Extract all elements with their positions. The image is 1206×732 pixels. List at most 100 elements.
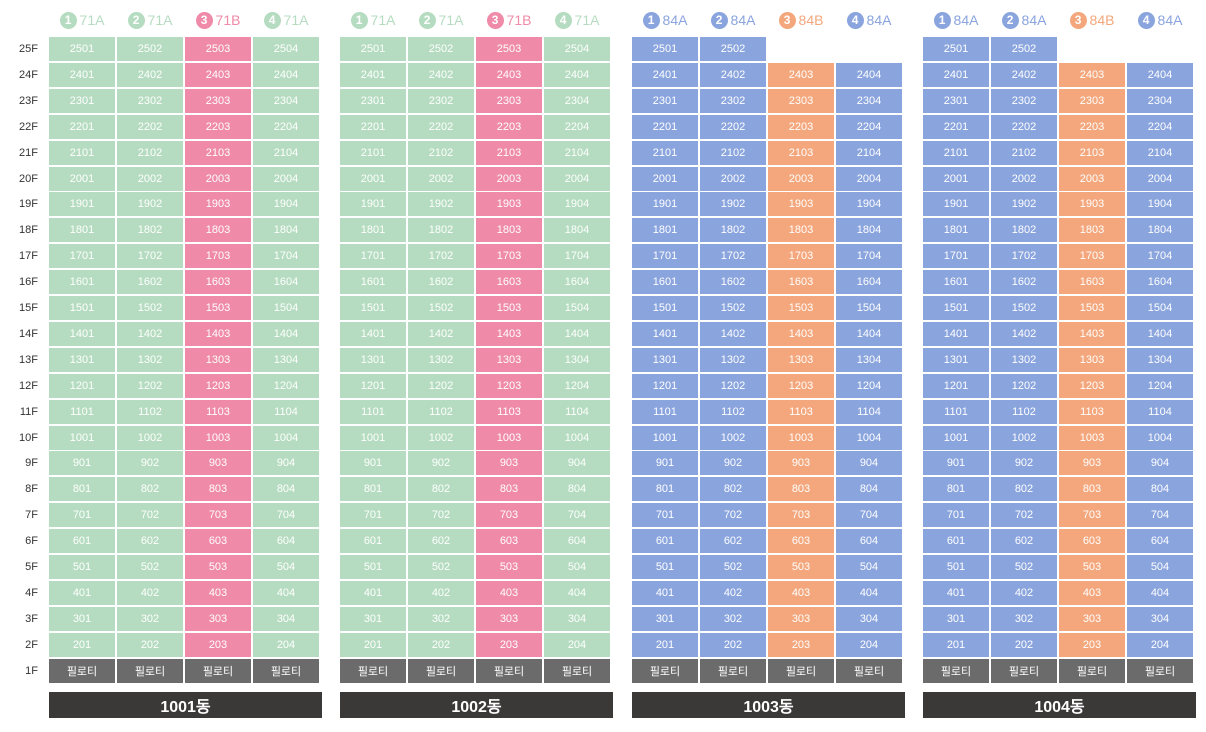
unit-cell[interactable]: 503	[1059, 555, 1125, 579]
unit-cell[interactable]: 504	[836, 555, 902, 579]
unit-cell[interactable]: 1502	[408, 296, 474, 320]
unit-cell[interactable]: 2502	[408, 37, 474, 61]
unit-cell[interactable]: 1902	[991, 192, 1057, 217]
unit-cell[interactable]: 2103	[185, 140, 251, 165]
unit-cell[interactable]: 804	[253, 477, 319, 502]
unit-cell[interactable]: 802	[117, 477, 183, 502]
unit-cell[interactable]: 2104	[1127, 140, 1193, 165]
unit-cell[interactable]: 703	[768, 503, 834, 528]
unit-cell[interactable]: 402	[991, 580, 1057, 605]
unit-cell[interactable]: 1103	[185, 399, 251, 424]
unit-cell[interactable]: 1204	[253, 373, 319, 398]
unit-cell[interactable]: 804	[1127, 477, 1193, 502]
unit-cell[interactable]: 1904	[836, 192, 902, 217]
unit-cell[interactable]: 602	[117, 529, 183, 554]
unit-cell[interactable]: 904	[1127, 451, 1193, 476]
unit-cell[interactable]: 204	[1127, 632, 1193, 657]
unit-cell[interactable]: 602	[700, 529, 766, 554]
unit-cell[interactable]: 2004	[836, 166, 902, 191]
unit-cell[interactable]: 1402	[700, 321, 766, 346]
unit-cell[interactable]: 1003	[476, 425, 542, 450]
unit-cell[interactable]: 1904	[253, 192, 319, 217]
unit-cell[interactable]: 504	[253, 555, 319, 579]
unit-cell[interactable]: 901	[340, 451, 406, 476]
unit-cell[interactable]: 702	[991, 503, 1057, 528]
unit-cell[interactable]: 1803	[1059, 218, 1125, 243]
unit-cell[interactable]: 701	[632, 503, 698, 528]
unit-cell[interactable]: 2403	[1059, 62, 1125, 87]
unit-cell[interactable]: 1002	[117, 425, 183, 450]
unit-cell[interactable]: 1401	[632, 321, 698, 346]
unit-cell[interactable]: 501	[632, 555, 698, 579]
unit-cell[interactable]: 2001	[340, 166, 406, 191]
unit-cell[interactable]: 2003	[1059, 166, 1125, 191]
unit-cell[interactable]: 1004	[544, 425, 610, 450]
unit-cell[interactable]: 2303	[476, 88, 542, 113]
unit-cell[interactable]: 1202	[117, 373, 183, 398]
unit-cell[interactable]: 1404	[836, 321, 902, 346]
unit-cell[interactable]: 2102	[700, 140, 766, 165]
unit-cell[interactable]: 704	[836, 503, 902, 528]
unit-cell[interactable]: 903	[476, 451, 542, 476]
unit-cell[interactable]: 1102	[991, 399, 1057, 424]
unit-cell[interactable]: 2302	[700, 88, 766, 113]
unit-cell[interactable]: 503	[476, 555, 542, 579]
unit-cell[interactable]: 2102	[991, 140, 1057, 165]
unit-cell[interactable]: 303	[185, 606, 251, 631]
unit-cell[interactable]: 2204	[253, 114, 319, 139]
unit-cell[interactable]: 904	[253, 451, 319, 476]
unit-cell[interactable]: 302	[408, 606, 474, 631]
unit-cell[interactable]: 2302	[117, 88, 183, 113]
unit-cell[interactable]: 1401	[923, 321, 989, 346]
unit-cell[interactable]: 502	[117, 555, 183, 579]
unit-cell[interactable]: 1302	[408, 347, 474, 372]
unit-cell[interactable]: 704	[253, 503, 319, 528]
unit-cell[interactable]: 1504	[544, 296, 610, 320]
unit-cell[interactable]: 1503	[768, 296, 834, 320]
unit-cell[interactable]: 303	[476, 606, 542, 631]
unit-cell[interactable]: 1601	[632, 270, 698, 295]
unit-cell[interactable]: 1103	[476, 399, 542, 424]
unit-cell[interactable]: 2201	[632, 114, 698, 139]
unit-cell[interactable]: 2301	[923, 88, 989, 113]
unit-cell[interactable]: 2302	[991, 88, 1057, 113]
unit-cell[interactable]: 1301	[632, 347, 698, 372]
unit-cell[interactable]: 1303	[185, 347, 251, 372]
unit-cell[interactable]: 1901	[923, 192, 989, 217]
unit-cell[interactable]: 2203	[1059, 114, 1125, 139]
unit-cell[interactable]: 904	[836, 451, 902, 476]
unit-cell[interactable]: 2403	[476, 62, 542, 87]
unit-cell[interactable]: 902	[408, 451, 474, 476]
unit-cell[interactable]: 1504	[1127, 296, 1193, 320]
unit-cell[interactable]: 2204	[836, 114, 902, 139]
unit-cell[interactable]: 2402	[700, 62, 766, 87]
unit-cell[interactable]: 2301	[340, 88, 406, 113]
unit-cell[interactable]: 2203	[768, 114, 834, 139]
unit-cell[interactable]: 1001	[923, 425, 989, 450]
unit-cell[interactable]: 1601	[923, 270, 989, 295]
unit-cell[interactable]: 1002	[408, 425, 474, 450]
unit-cell[interactable]: 603	[476, 529, 542, 554]
unit-cell[interactable]: 1804	[836, 218, 902, 243]
unit-cell[interactable]: 2503	[185, 37, 251, 61]
unit-cell[interactable]: 2102	[117, 140, 183, 165]
unit-cell[interactable]: 2501	[49, 37, 115, 61]
unit-cell[interactable]: 1203	[768, 373, 834, 398]
unit-cell[interactable]: 2303	[768, 88, 834, 113]
unit-cell[interactable]: 1904	[544, 192, 610, 217]
unit-cell[interactable]: 2101	[340, 140, 406, 165]
unit-cell[interactable]: 1102	[408, 399, 474, 424]
unit-cell[interactable]: 801	[923, 477, 989, 502]
unit-cell[interactable]: 2401	[49, 62, 115, 87]
unit-cell[interactable]: 804	[836, 477, 902, 502]
unit-cell[interactable]: 2202	[700, 114, 766, 139]
unit-cell[interactable]: 1803	[768, 218, 834, 243]
unit-cell[interactable]: 601	[632, 529, 698, 554]
unit-cell[interactable]: 1103	[768, 399, 834, 424]
unit-cell[interactable]: 1704	[1127, 244, 1193, 269]
unit-cell[interactable]: 2502	[117, 37, 183, 61]
unit-cell[interactable]: 402	[117, 580, 183, 605]
unit-cell[interactable]: 2404	[836, 62, 902, 87]
unit-cell[interactable]: 604	[544, 529, 610, 554]
unit-cell[interactable]: 2204	[544, 114, 610, 139]
